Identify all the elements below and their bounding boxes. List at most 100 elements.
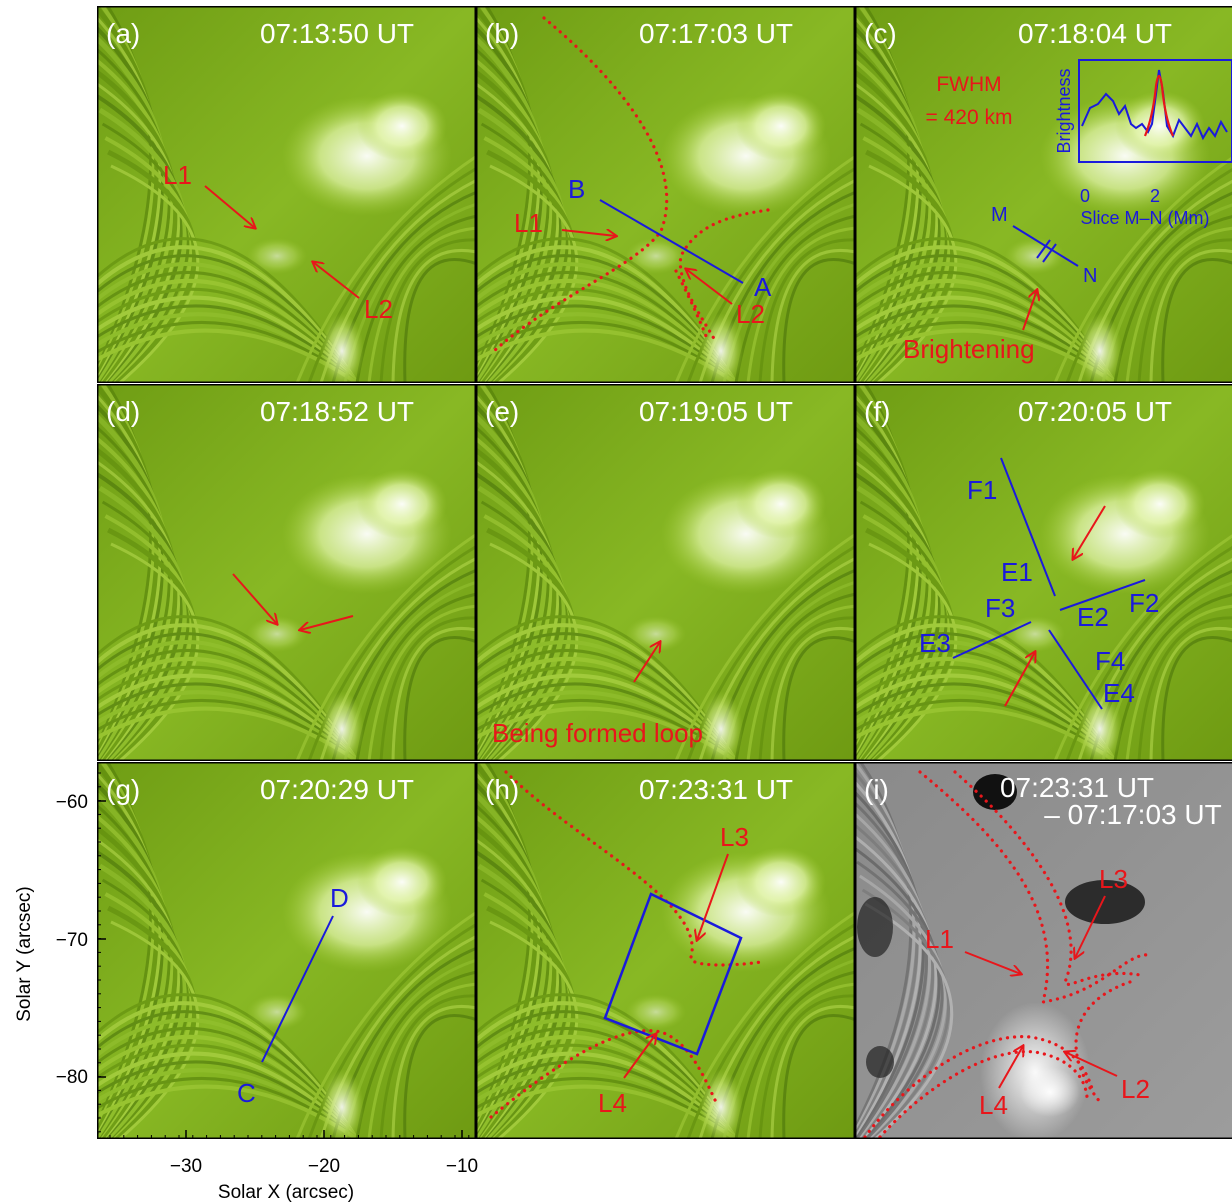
label-E2: E2 (1077, 602, 1109, 632)
slice-line-AB (599, 199, 744, 284)
loop-label-L4: L4 (598, 1088, 627, 1118)
red-arrow (686, 269, 733, 305)
y-tick-label: −60 (56, 792, 88, 813)
y-axis-label: Solar Y (arcsec) (14, 886, 35, 1022)
field-line-E4F4 (1048, 629, 1103, 710)
field-line-E3F3 (952, 621, 1032, 659)
panel-timestamp: 07:18:04 UT (1018, 18, 1172, 49)
panel-border (476, 384, 855, 761)
panel-timestamp: 07:17:03 UT (639, 18, 793, 49)
loop-label-L1: L1 (163, 160, 192, 190)
label-E3: E3 (919, 628, 951, 658)
inset-x-label: Slice M–N (Mm) (1081, 208, 1210, 228)
x-tick-label: −30 (170, 1156, 202, 1177)
panel-timestamp: 07:20:29 UT (260, 774, 414, 805)
fwhm-label: FWHM (936, 73, 1001, 96)
gaussian-fit-curve (1143, 74, 1175, 137)
panel-d: (d) 07:18:52 UT (97, 384, 476, 761)
region-of-interest-box (603, 892, 743, 1056)
dotted-loop-trace (504, 770, 763, 967)
label-F3: F3 (985, 593, 1015, 623)
bright-footpoint (320, 1069, 364, 1139)
bright-footpoint (1078, 313, 1122, 383)
slice-label-A: A (754, 272, 772, 302)
loop-label-L3: L3 (1099, 864, 1128, 894)
red-arrow (300, 615, 354, 630)
slice-line-CD (261, 915, 334, 1063)
panel-border (855, 384, 1232, 761)
bright-footpoint (1078, 691, 1122, 761)
panel-timestamp: 07:18:52 UT (260, 396, 414, 427)
panels-layer: (a) 07:13:50 UT L1 L2 (b) 07:17:03 UT B A L1 L2 (c… (97, 6, 1232, 1139)
coronal-loop-strands (476, 384, 855, 761)
slice-label-M: M (991, 204, 1008, 226)
red-arrow (1073, 505, 1106, 559)
label-F4: F4 (1095, 646, 1125, 676)
inset-frame (1078, 59, 1232, 163)
red-arrow (204, 185, 255, 228)
red-arrow (1022, 290, 1037, 331)
panel-label: (d) (106, 396, 140, 427)
coronal-loop-strands (855, 384, 1232, 761)
axis-ticks (97, 772, 470, 1139)
panel-h: (h) 07:23:31 UT L3 L4 (476, 762, 855, 1139)
panel-label: (b) (485, 18, 519, 49)
coronal-loop-strands (97, 6, 476, 383)
being-formed-loop-label: Being formed loop (492, 718, 703, 748)
red-arrow (232, 573, 277, 624)
bright-footpoint (699, 691, 743, 761)
fwhm-marker (1042, 243, 1057, 263)
dotted-loop-trace (863, 1035, 1095, 1139)
red-arrow (964, 951, 1021, 974)
slice-label-C: C (237, 1078, 256, 1108)
red-arrow (1004, 652, 1035, 707)
difference-image-strands (855, 762, 954, 1139)
panel-border (855, 762, 1232, 1139)
dotted-loop-trace (489, 1029, 718, 1119)
panel-timestamp: 07:19:05 UT (639, 396, 793, 427)
y-tick-label: −80 (56, 1067, 88, 1088)
label-E1: E1 (1001, 557, 1033, 587)
field-line-E2F2 (1059, 579, 1146, 611)
dotted-loop-trace (918, 770, 1152, 1004)
x-axis-label: Solar X (arcsec) (218, 1182, 354, 1203)
slice-label-D: D (330, 883, 349, 913)
x-tick-label: −10 (446, 1156, 478, 1177)
red-arrow (623, 1034, 656, 1079)
dark-feature (973, 774, 1017, 810)
loop-label-L2: L2 (736, 299, 765, 329)
dotted-loop-trace (674, 269, 708, 338)
panel-label: (h) (485, 774, 519, 805)
red-arrow (561, 230, 616, 236)
bright-footpoint (320, 313, 364, 383)
panel-a: (a) 07:13:50 UT L1 L2 (97, 6, 476, 383)
x-tick-label: −20 (308, 1156, 340, 1177)
brightening-label: Brightening (903, 334, 1035, 364)
inset-x-tick: 2 (1150, 186, 1160, 206)
red-arrow (633, 642, 660, 683)
panel-timestamp: 07:20:05 UT (1018, 396, 1172, 427)
coronal-loop-strands (476, 6, 855, 383)
dotted-loop-trace (492, 16, 669, 353)
panel-i: (i) 07:23:31 UT– 07:17:03 UT L3 L1 L2 L4 (855, 762, 1232, 1139)
bright-footpoint (320, 691, 364, 761)
panel-c: (c) 07:18:04 UT FWHM = 420 km Brightness 0 2Sl… (855, 6, 1232, 383)
red-arrow (1075, 895, 1106, 958)
loop-label-L1: L1 (925, 924, 954, 954)
panel-label: (g) (106, 774, 140, 805)
axes-group: −30 −20 −10 Solar X (arcsec) −60 −70 −80… (14, 792, 478, 1203)
red-arrow (313, 262, 360, 299)
red-arrow (1065, 1052, 1118, 1077)
panel-timestamp-reference: – 07:17:03 UT (1044, 799, 1221, 830)
loop-label-L3: L3 (720, 822, 749, 852)
loop-label-L2: L2 (364, 294, 393, 324)
panel-timestamp: 07:23:31 UT (1000, 772, 1154, 803)
label-E4: E4 (1103, 678, 1135, 708)
loop-label-L1: L1 (514, 208, 543, 238)
panel-timestamp: 07:23:31 UT (639, 774, 793, 805)
panel-e: (e) 07:19:05 UT Being formed loop (476, 384, 855, 761)
panel-border (97, 762, 476, 1139)
